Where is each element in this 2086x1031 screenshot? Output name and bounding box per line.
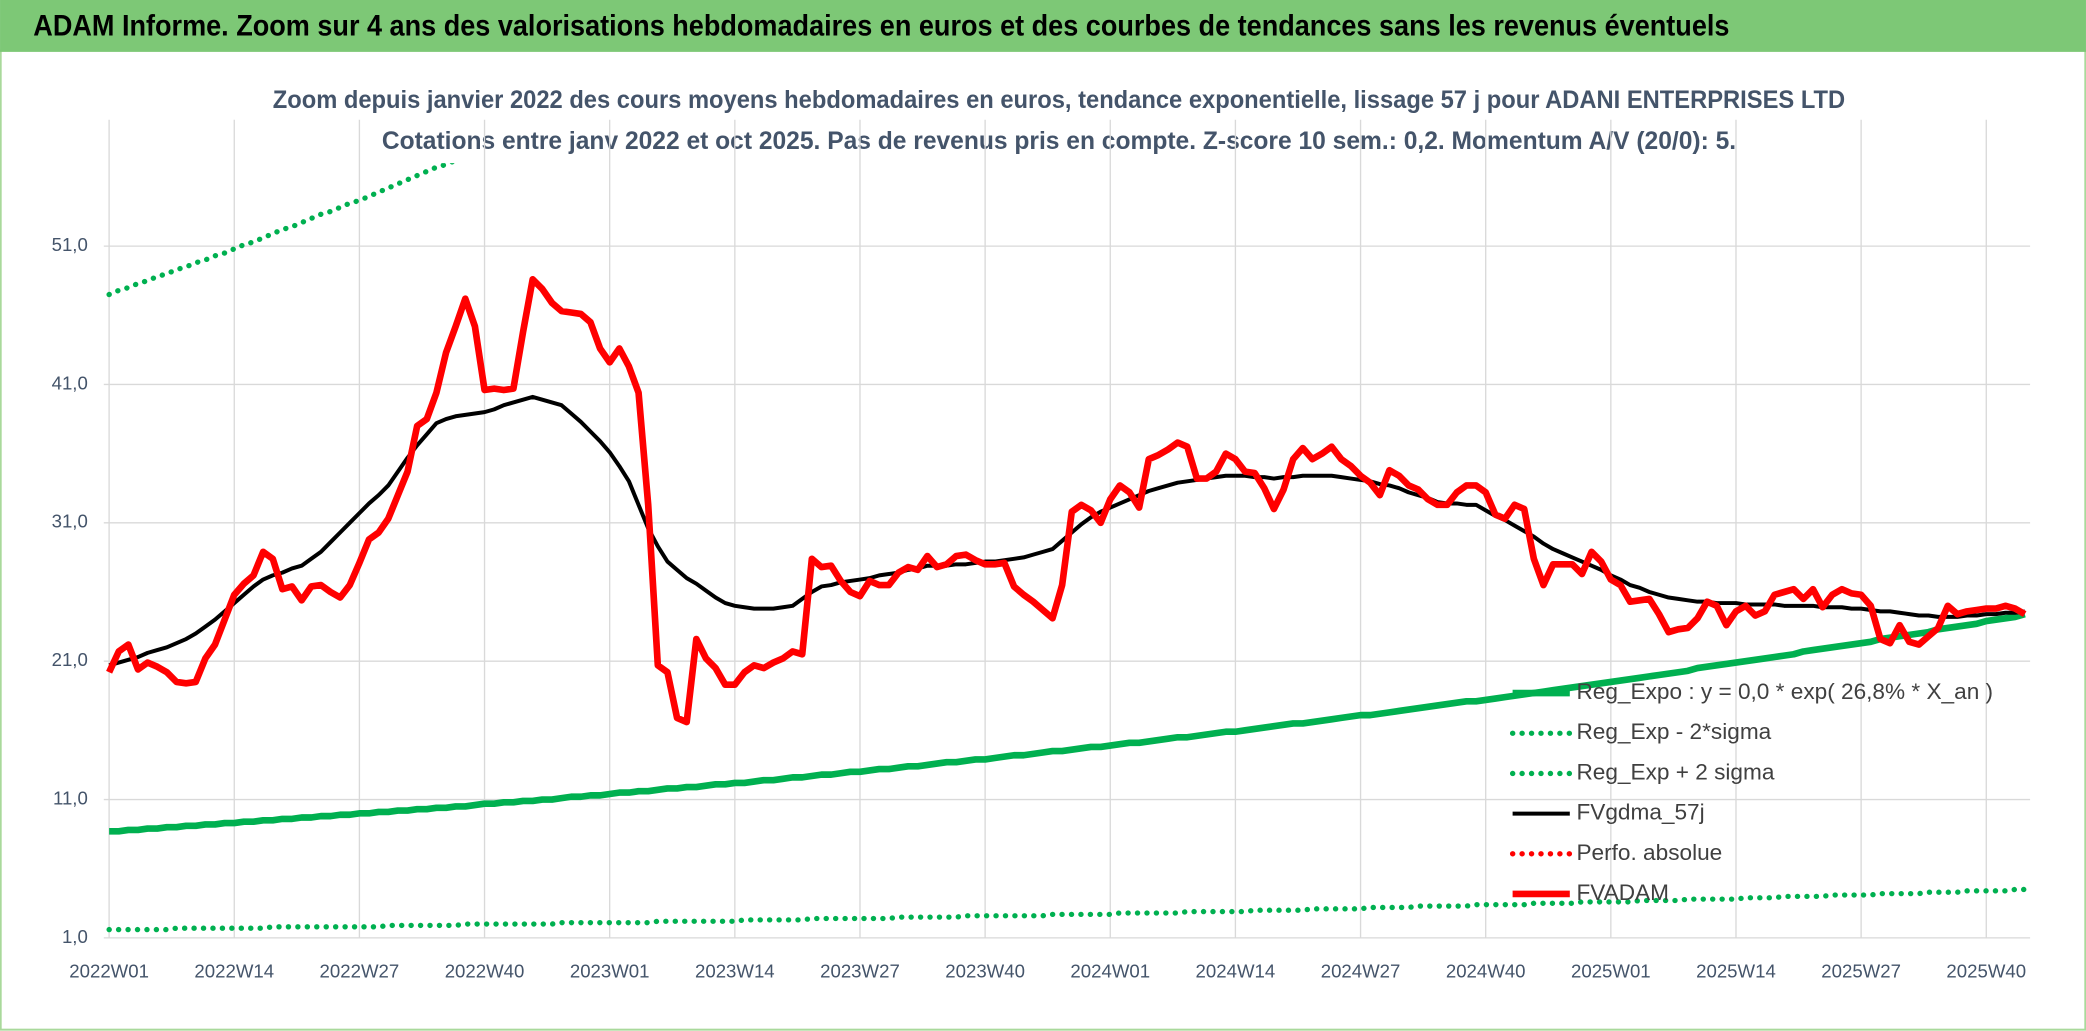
- x-tick-label: 2023W27: [820, 960, 900, 981]
- x-tick-label: 2024W27: [1321, 960, 1401, 981]
- y-tick-label: 21,0: [52, 649, 88, 670]
- x-tick-label: 2022W01: [69, 960, 149, 981]
- y-tick-label: 31,0: [52, 511, 88, 532]
- header-bar: [0, 0, 2086, 52]
- y-tick-label: 11,0: [53, 787, 88, 808]
- legend-label: FVADAM: [1576, 880, 1669, 905]
- series-line: [106, 275, 2027, 726]
- x-tick-label: 2023W40: [945, 960, 1025, 981]
- series-line: [106, 886, 2028, 933]
- x-tick-label: 2022W14: [194, 960, 274, 981]
- y-tick-label: 1,0: [62, 926, 88, 947]
- x-tick-label: 2025W14: [1696, 960, 1776, 981]
- x-tick-label: 2023W14: [695, 960, 775, 981]
- x-tick-label: 2023W01: [570, 960, 650, 981]
- x-tick-label: 2022W27: [320, 960, 400, 981]
- legend-label: Perfo. absolue: [1576, 840, 1722, 865]
- x-tick-label: 2025W40: [1946, 960, 2026, 981]
- x-tick-label: 2022W40: [445, 960, 525, 981]
- y-tick-label: 41,0: [52, 372, 88, 393]
- series-line: [109, 610, 2026, 835]
- x-tick-label: 2024W01: [1070, 960, 1150, 981]
- legend-label: Reg_Exp - 2*sigma: [1576, 719, 1771, 744]
- legend-label: FVgdma_57j: [1576, 800, 1704, 825]
- chart-subtitle: Cotations entre janv 2022 et oct 2025. P…: [382, 127, 1736, 155]
- y-tick-label: 51,0: [52, 234, 88, 255]
- legend-label: Reg_Exp + 2 sigma: [1576, 759, 1774, 784]
- chart-subtitle: Zoom depuis janvier 2022 des cours moyen…: [273, 86, 1845, 114]
- x-tick-label: 2024W40: [1446, 960, 1526, 981]
- x-tick-label: 2025W27: [1821, 960, 1901, 981]
- x-tick-label: 2024W14: [1196, 960, 1276, 981]
- header-title: ADAM Informe. Zoom sur 4 ans des valoris…: [33, 11, 1729, 43]
- series-layer: [106, 163, 2028, 933]
- x-tick-label: 2025W01: [1571, 960, 1651, 981]
- legend-label: Reg_Expo : y = 0,0 * exp( 26,8% * X_an ): [1576, 679, 1993, 704]
